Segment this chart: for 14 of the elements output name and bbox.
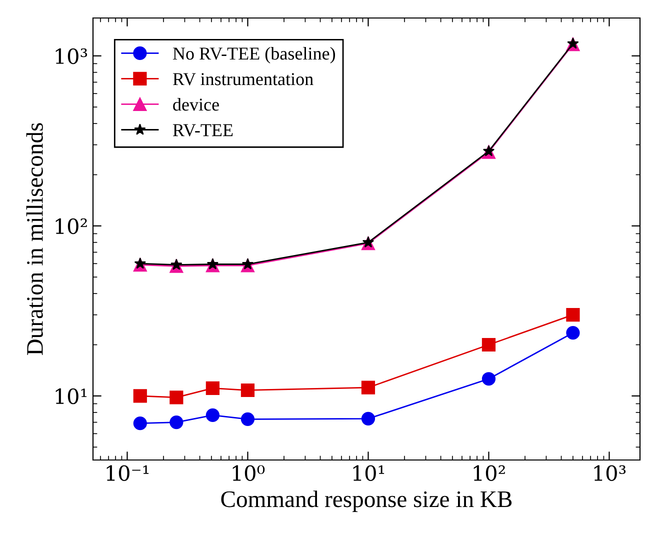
x-tick-label: 10⁻¹ <box>106 465 149 481</box>
x-tick-label: 10¹ <box>353 465 384 481</box>
x-axis-title: Command response size in KB <box>221 490 512 512</box>
x-tick-label: 10⁰ <box>232 465 265 481</box>
x-tick-label: 10³ <box>594 465 626 481</box>
legend-label: device <box>173 98 219 111</box>
legend-label: RV-TEE <box>172 124 233 136</box>
y-axis-title: Duration in milliseconds <box>26 123 43 356</box>
legend-label: RV instrumentation <box>172 73 314 86</box>
x-tick-label: 10² <box>474 465 505 481</box>
y-tick-label: 10¹ <box>56 388 87 404</box>
y-tick-label: 10³ <box>56 48 88 64</box>
legend-label: No RV-TEE (baseline) <box>172 47 336 64</box>
y-tick-label: 10² <box>56 218 87 234</box>
